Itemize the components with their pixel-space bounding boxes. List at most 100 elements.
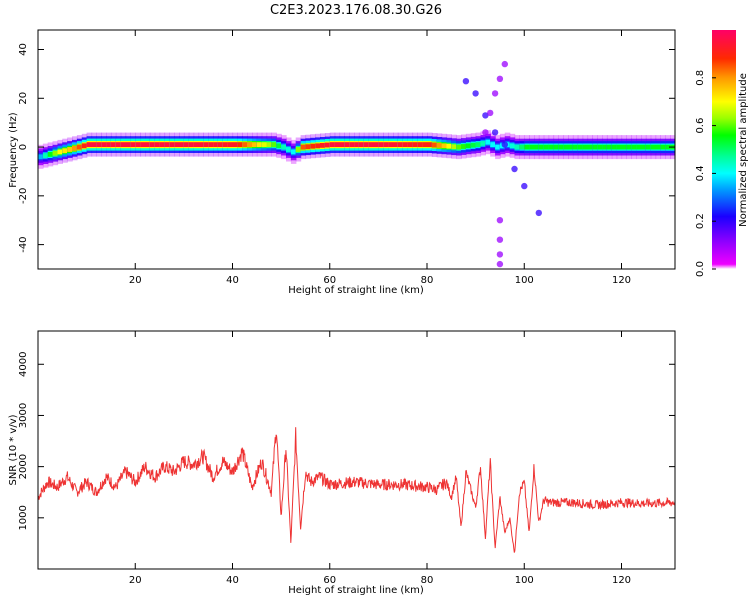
spectrogram-track-segment — [606, 144, 613, 150]
snr-x-ticks: 20 40 60 80 100 120 — [129, 331, 631, 586]
colorbar-ticks: 0.0 0.2 0.4 0.6 0.8 — [695, 70, 716, 277]
spectrogram-track-segment — [271, 142, 277, 147]
spectrogram-track-segment — [193, 142, 200, 147]
spectrogram-track-segment — [247, 142, 253, 147]
spectrogram-track-segment — [378, 142, 384, 147]
spectrogram-scatter-point — [521, 182, 528, 190]
spectrogram-track-segment — [495, 144, 501, 150]
x-tick-label: 100 — [515, 275, 534, 286]
x-tick-label: 20 — [129, 275, 142, 286]
spectrogram-track-segment — [446, 143, 452, 149]
spectrogram-track-segment — [519, 144, 525, 150]
y-tick-label: 0 — [18, 144, 29, 150]
spectrogram-track-segment — [582, 144, 589, 150]
spectrogram-track-segment — [602, 144, 608, 150]
spectrogram-track-segment — [543, 144, 550, 150]
spectrogram-track-segment — [159, 142, 166, 147]
x-tick-label: 80 — [421, 575, 434, 586]
spectrogram-track-segment — [38, 154, 44, 160]
spectrogram-track-segment — [149, 142, 156, 147]
spectrogram-frame — [37, 29, 676, 270]
spectrogram-track-segment — [222, 142, 229, 147]
spectrogram-track-segment — [339, 142, 345, 147]
spectrogram-track-segment — [383, 142, 389, 147]
spectrogram-track-segment — [125, 142, 131, 147]
colorbar-tick-label: 0.0 — [695, 261, 706, 277]
spectrogram-track-segment — [363, 142, 370, 147]
spectrogram-track-segment — [198, 142, 204, 147]
spectrogram-scatter-point — [496, 75, 504, 83]
spectrogram-scatter-point — [501, 141, 508, 148]
spectrogram-track-segment — [402, 142, 409, 147]
spectrogram-track-segment — [57, 149, 63, 155]
spectrogram-track-segment — [485, 139, 491, 145]
spectrogram-scatter-point — [501, 60, 508, 68]
spectrogram-track-segment — [431, 142, 438, 148]
spectrogram-track-segment — [592, 144, 598, 150]
spectrogram-track-segment — [645, 144, 652, 150]
spectrogram-track-segment — [120, 142, 127, 147]
spectrogram-track-segment — [636, 144, 642, 150]
spectrogram-track-segment — [422, 142, 428, 147]
y-tick-label: 4000 — [18, 352, 29, 377]
spectrogram-track-segment — [91, 142, 97, 147]
snr-x-axis-label: Height of straight line (km) — [288, 585, 424, 596]
spectrogram-track-segment — [436, 143, 443, 148]
spectrogram-track-segment — [475, 142, 482, 147]
spectrogram-track-segment — [315, 143, 321, 149]
colorbar-label: Normalized spectral amplitude — [738, 73, 749, 227]
spectrogram-track-segment — [179, 142, 185, 147]
spectrogram-track-segment — [286, 147, 292, 152]
spectrogram-track-segment — [295, 147, 302, 152]
spectrogram-track-segment — [393, 142, 399, 147]
spectrogram-panel: 20 40 60 80 100 120 -40 -20 0 20 40 Height of str… — [8, 29, 676, 296]
spectrogram-track-segment — [52, 150, 59, 156]
spectrogram-track-segment — [154, 142, 161, 147]
spectrogram-track-segment — [665, 144, 671, 150]
snr-y-axis-label: SNR (10 * v/v) — [8, 414, 19, 485]
x-tick-label: 120 — [612, 275, 631, 286]
figure-title: C2E3.2023.176.08.30.G26 — [270, 3, 442, 18]
spectrogram-track-segment — [480, 141, 486, 146]
x-tick-label: 100 — [515, 575, 534, 586]
spectrogram-track-segment — [164, 142, 170, 147]
spectrogram-track-segment — [358, 142, 365, 147]
spectrogram-track-segment — [538, 144, 545, 150]
colorbar-gradient — [712, 30, 736, 269]
colorbar: 0.0 0.2 0.4 0.6 0.8 Normalized spectral ampl… — [695, 30, 749, 277]
spectrogram-track-segment — [203, 142, 209, 147]
spectrogram-scatter-point — [496, 260, 504, 268]
spectrogram-x-ticks: 20 40 60 80 100 120 — [129, 30, 631, 286]
spectrogram-track-segment — [324, 142, 331, 148]
spectrogram-track-segment — [490, 142, 496, 147]
spectrogram-track-segment — [641, 144, 647, 150]
spectrogram-track-segment — [276, 143, 282, 149]
spectrogram-track-segment — [67, 147, 73, 152]
spectrogram-track-segment — [558, 144, 564, 150]
spectrogram-track-segment — [237, 142, 243, 147]
spectrogram-track-segment — [417, 142, 423, 147]
spectrogram-y-ticks: -40 -20 0 20 40 — [18, 43, 675, 253]
spectrogram-track-segment — [572, 144, 579, 150]
spectrogram-track-segment — [524, 144, 530, 150]
colorbar-tick-label: 0.8 — [695, 70, 706, 86]
spectrogram-track-segment — [344, 142, 350, 147]
y-tick-label: -20 — [18, 188, 29, 204]
spectrogram-track-segment — [650, 144, 657, 150]
x-tick-label: 80 — [421, 275, 434, 286]
spectrogram-scatter-point — [491, 90, 499, 97]
spectrogram-track-segment — [577, 144, 584, 150]
spectrogram-track-segment — [110, 142, 117, 147]
spectrogram-track-segment — [587, 144, 593, 150]
spectrogram-track-segment — [412, 142, 418, 147]
snr-plot-area — [38, 331, 675, 569]
spectrogram-track-segment — [208, 142, 214, 147]
spectrogram-scatter-point — [472, 90, 479, 97]
spectrogram-track-segment — [305, 144, 311, 150]
spectrogram-track-segment — [261, 142, 268, 147]
y-tick-label: 2000 — [18, 454, 29, 479]
spectrogram-track-segment — [145, 142, 151, 147]
spectrogram-track-segment — [388, 142, 394, 147]
spectrogram-track-segment — [660, 144, 666, 150]
spectrogram-track-segment — [397, 142, 404, 147]
